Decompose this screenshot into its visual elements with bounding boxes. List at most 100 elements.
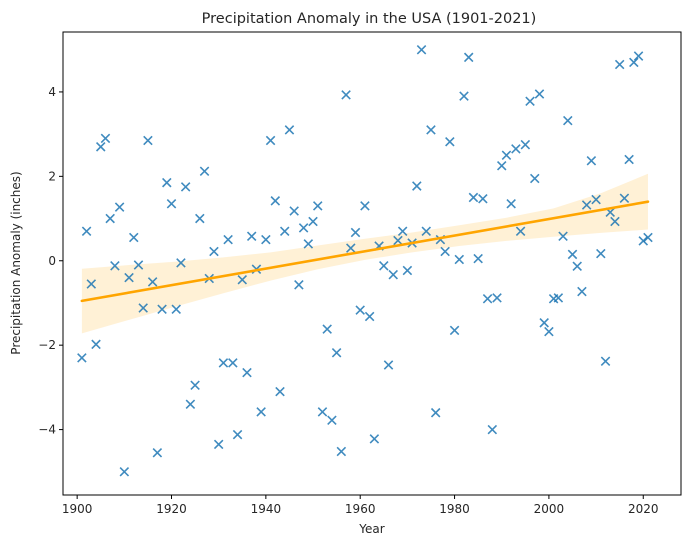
y-tick-label: 2 xyxy=(48,169,56,183)
data-point xyxy=(638,236,649,246)
y-axis-label: Precipitation Anomaly (inches) xyxy=(9,171,23,354)
data-point xyxy=(416,44,427,55)
data-point xyxy=(213,439,224,450)
data-point xyxy=(171,304,181,315)
data-point xyxy=(77,353,87,363)
data-point xyxy=(544,326,554,337)
data-point xyxy=(317,407,328,417)
data-point xyxy=(228,358,238,368)
data-point xyxy=(176,258,186,268)
y-tick-label: 4 xyxy=(48,85,56,99)
data-point xyxy=(379,261,389,271)
data-point xyxy=(525,96,535,106)
data-point xyxy=(558,231,568,242)
data-point xyxy=(581,200,592,210)
scatter-points xyxy=(77,44,653,477)
x-tick-label: 2020 xyxy=(628,502,659,516)
data-point xyxy=(463,52,474,63)
data-point xyxy=(473,253,483,264)
data-point xyxy=(596,248,606,259)
data-point xyxy=(506,199,516,209)
data-point xyxy=(294,280,304,290)
data-point xyxy=(440,246,450,257)
data-point xyxy=(402,265,413,276)
data-point xyxy=(643,232,653,243)
data-point xyxy=(232,429,243,440)
data-point xyxy=(157,304,167,315)
data-point xyxy=(624,154,634,165)
data-point xyxy=(539,318,549,328)
x-axis-label: Year xyxy=(358,522,384,536)
y-tick-label: −4 xyxy=(38,423,56,437)
data-point xyxy=(412,181,422,191)
data-point xyxy=(586,155,597,166)
data-point xyxy=(482,293,493,304)
data-point xyxy=(303,239,314,249)
x-tick-label: 1920 xyxy=(156,502,187,516)
data-point xyxy=(478,193,488,204)
data-point xyxy=(246,231,257,242)
data-point xyxy=(600,356,611,366)
data-point xyxy=(445,136,455,147)
data-point xyxy=(430,407,441,418)
data-point xyxy=(591,194,601,205)
data-point xyxy=(124,272,134,283)
y-tick-label: −2 xyxy=(38,338,56,352)
data-point xyxy=(393,235,403,246)
data-point xyxy=(138,303,148,313)
x-tick-label: 1960 xyxy=(345,502,376,516)
data-point xyxy=(308,216,318,227)
data-point xyxy=(454,254,465,265)
data-point xyxy=(388,269,398,280)
data-point xyxy=(633,51,644,61)
data-point xyxy=(209,246,219,257)
data-point xyxy=(218,358,229,368)
data-point xyxy=(553,293,564,303)
data-point xyxy=(327,415,337,426)
trend-line-layer xyxy=(80,200,650,303)
data-point xyxy=(190,380,200,391)
data-point xyxy=(298,223,309,233)
data-point xyxy=(162,177,172,188)
data-point xyxy=(105,213,115,224)
data-point xyxy=(242,367,252,378)
data-point xyxy=(284,125,295,135)
data-point xyxy=(185,399,196,410)
data-point xyxy=(152,448,163,458)
data-point xyxy=(91,339,101,350)
data-point xyxy=(563,115,573,126)
data-point xyxy=(501,150,512,161)
data-point xyxy=(279,226,290,236)
data-point xyxy=(629,57,639,68)
data-point xyxy=(355,305,365,315)
data-point xyxy=(511,144,521,154)
chart-title: Precipitation Anomaly in the USA (1901-2… xyxy=(202,11,537,27)
x-tick-label: 1900 xyxy=(62,502,93,516)
data-point xyxy=(289,206,299,216)
data-point xyxy=(256,407,266,417)
data-point xyxy=(180,182,191,192)
data-point xyxy=(534,89,545,99)
data-point xyxy=(119,467,130,477)
data-point xyxy=(199,166,210,177)
data-point xyxy=(364,311,375,322)
data-point xyxy=(270,196,281,206)
data-point xyxy=(223,234,233,245)
data-point xyxy=(331,348,342,358)
data-point xyxy=(397,226,408,236)
data-point xyxy=(577,286,587,297)
data-point xyxy=(312,201,323,211)
data-point xyxy=(610,216,620,227)
data-point xyxy=(350,227,361,238)
data-point xyxy=(619,193,630,204)
confidence-band-layer xyxy=(81,173,648,334)
data-point xyxy=(147,277,158,287)
data-point xyxy=(275,386,285,397)
data-point xyxy=(449,325,460,336)
data-point xyxy=(383,360,394,370)
data-point xyxy=(459,91,469,101)
data-point xyxy=(520,139,531,150)
data-point xyxy=(261,234,271,245)
trend-line xyxy=(80,200,650,303)
data-point xyxy=(515,226,526,236)
